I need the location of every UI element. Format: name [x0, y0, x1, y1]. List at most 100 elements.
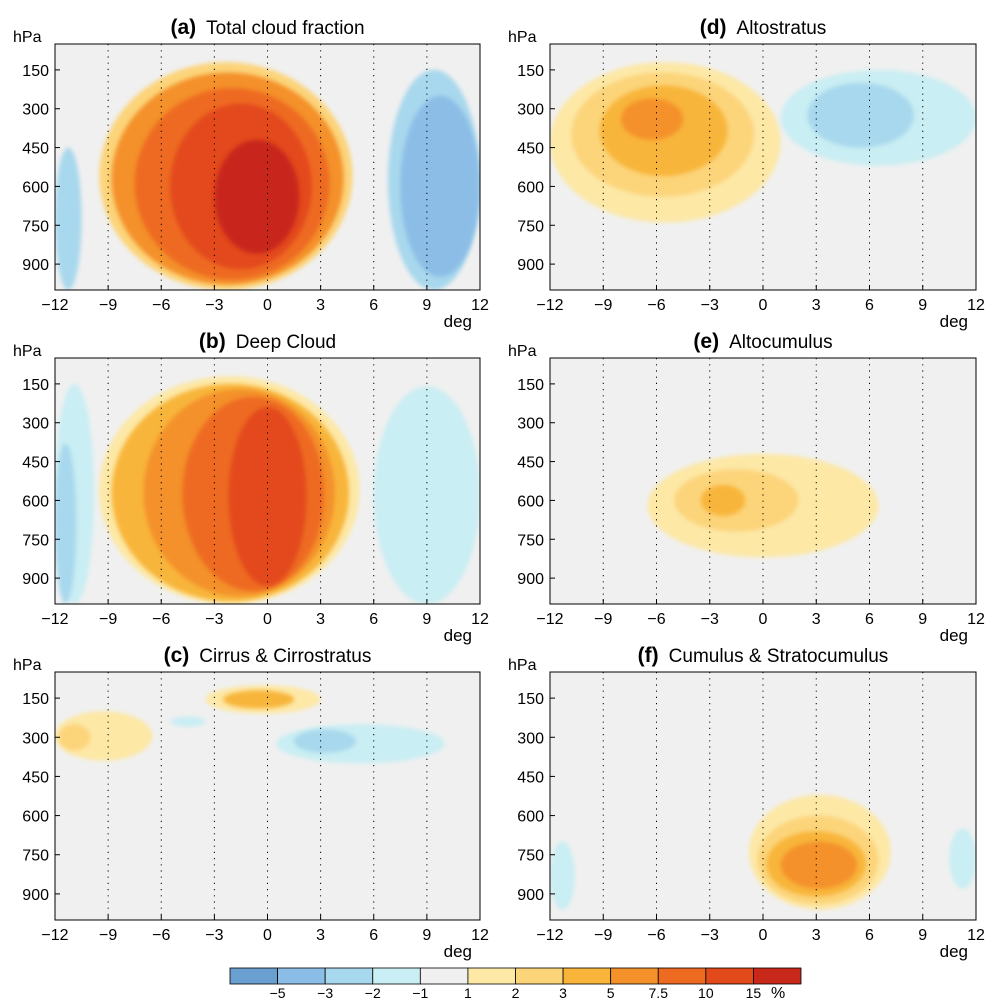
x-tick-label: 9 — [422, 611, 431, 628]
panel-letter: (e) — [693, 330, 719, 353]
x-tick-label: 6 — [369, 297, 378, 314]
y-axis-label: hPa — [508, 657, 537, 674]
colorbar-box-4 — [419, 967, 469, 985]
contour-region-7 — [55, 443, 77, 604]
y-tick-label: 300 — [22, 730, 49, 747]
x-axis-label: deg — [444, 626, 472, 645]
y-tick-label: 600 — [517, 179, 544, 196]
x-tick-label: −9 — [594, 297, 612, 314]
x-tick-label: 0 — [263, 611, 272, 628]
contour-regions — [55, 376, 480, 604]
panel-letter: (c) — [164, 644, 190, 667]
y-tick-label: 450 — [22, 141, 49, 158]
y-axis-label: hPa — [13, 29, 42, 46]
y-tick-label: 600 — [22, 493, 49, 510]
x-tick-label: −3 — [205, 297, 223, 314]
y-axis-label: hPa — [13, 343, 42, 360]
x-tick-label: −9 — [594, 611, 612, 628]
y-axis-label: hPa — [13, 657, 42, 674]
y-tick-label: 750 — [22, 532, 49, 549]
y-tick-label: 150 — [517, 63, 544, 80]
y-tick-label: 900 — [22, 571, 49, 588]
colorbar-label: −1 — [412, 985, 428, 998]
x-tick-label: 12 — [471, 927, 489, 944]
x-tick-label: 3 — [316, 297, 325, 314]
panel-letter: (b) — [199, 330, 226, 353]
colorbar-box-1 — [277, 967, 326, 985]
x-tick-label: 3 — [316, 611, 325, 628]
contour-region-4 — [228, 407, 307, 586]
x-tick-label: 0 — [759, 297, 768, 314]
contour-regions — [55, 685, 445, 764]
panel-title: (b) Deep Cloud — [199, 330, 336, 353]
x-tick-label: 9 — [422, 297, 431, 314]
panel-title-text: Altostratus — [737, 18, 827, 39]
y-tick-label: 600 — [22, 809, 49, 826]
contour-region-1 — [223, 690, 295, 709]
contour-region-3 — [58, 724, 91, 751]
x-tick-label: −3 — [701, 297, 719, 314]
y-tick-label: 300 — [517, 416, 544, 433]
contour-region-4 — [214, 139, 300, 254]
colorbar-box-0 — [229, 967, 278, 985]
panel-title: (a) Total cloud fraction — [170, 16, 364, 39]
y-tick-label: 300 — [22, 416, 49, 433]
y-tick-label: 150 — [22, 63, 49, 80]
x-tick-label: 9 — [918, 927, 927, 944]
panel-title: (d) Altostratus — [700, 16, 827, 39]
contour-regions — [647, 453, 879, 558]
x-tick-label: −6 — [152, 927, 170, 944]
y-tick-label: 300 — [517, 102, 544, 119]
x-tick-label: 3 — [812, 927, 821, 944]
y-tick-label: 900 — [517, 257, 544, 274]
x-tick-label: −9 — [99, 297, 117, 314]
contour-region-2 — [700, 484, 746, 516]
x-tick-label: −3 — [205, 611, 223, 628]
x-tick-label: −6 — [647, 927, 665, 944]
x-tick-label: 12 — [967, 927, 985, 944]
y-tick-label: 750 — [22, 848, 49, 865]
x-tick-label: 6 — [369, 611, 378, 628]
x-tick-label: 0 — [759, 611, 768, 628]
y-tick-label: 450 — [22, 455, 49, 472]
y-tick-label: 450 — [517, 769, 544, 786]
y-tick-label: 300 — [22, 102, 49, 119]
x-tick-label: −6 — [647, 297, 665, 314]
x-tick-label: −12 — [41, 297, 68, 314]
y-tick-label: 900 — [517, 571, 544, 588]
y-axis-label: hPa — [508, 29, 537, 46]
x-tick-label: 6 — [865, 611, 874, 628]
y-tick-label: 900 — [517, 887, 544, 904]
panel-letter: (f) — [638, 644, 659, 667]
x-tick-label: 6 — [369, 927, 378, 944]
y-tick-label: 900 — [22, 887, 49, 904]
colorbar: −5 −3 −2 −1 1 2 3 5 7.5 10 15% — [229, 967, 802, 998]
colorbar-box-7 — [562, 967, 612, 985]
x-tick-label: 9 — [918, 611, 927, 628]
panel-letter: (d) — [700, 16, 727, 39]
x-tick-label: −3 — [701, 927, 719, 944]
x-tick-label: −3 — [701, 611, 719, 628]
panel-title-text: Altocumulus — [729, 332, 833, 353]
y-tick-label: 150 — [22, 691, 49, 708]
panel-title-text: Cumulus & Stratocumulus — [669, 646, 889, 667]
y-tick-label: 600 — [517, 809, 544, 826]
y-tick-label: 600 — [517, 493, 544, 510]
colorbar-unit: % — [771, 985, 785, 998]
x-tick-label: 3 — [812, 297, 821, 314]
colorbar-label: 1 — [464, 985, 472, 998]
contour-region-4 — [550, 841, 575, 910]
x-tick-label: −3 — [205, 927, 223, 944]
contour-region-6 — [400, 95, 480, 278]
y-tick-label: 150 — [517, 691, 544, 708]
colorbar-label: 7.5 — [649, 985, 669, 998]
x-tick-label: −9 — [99, 927, 117, 944]
